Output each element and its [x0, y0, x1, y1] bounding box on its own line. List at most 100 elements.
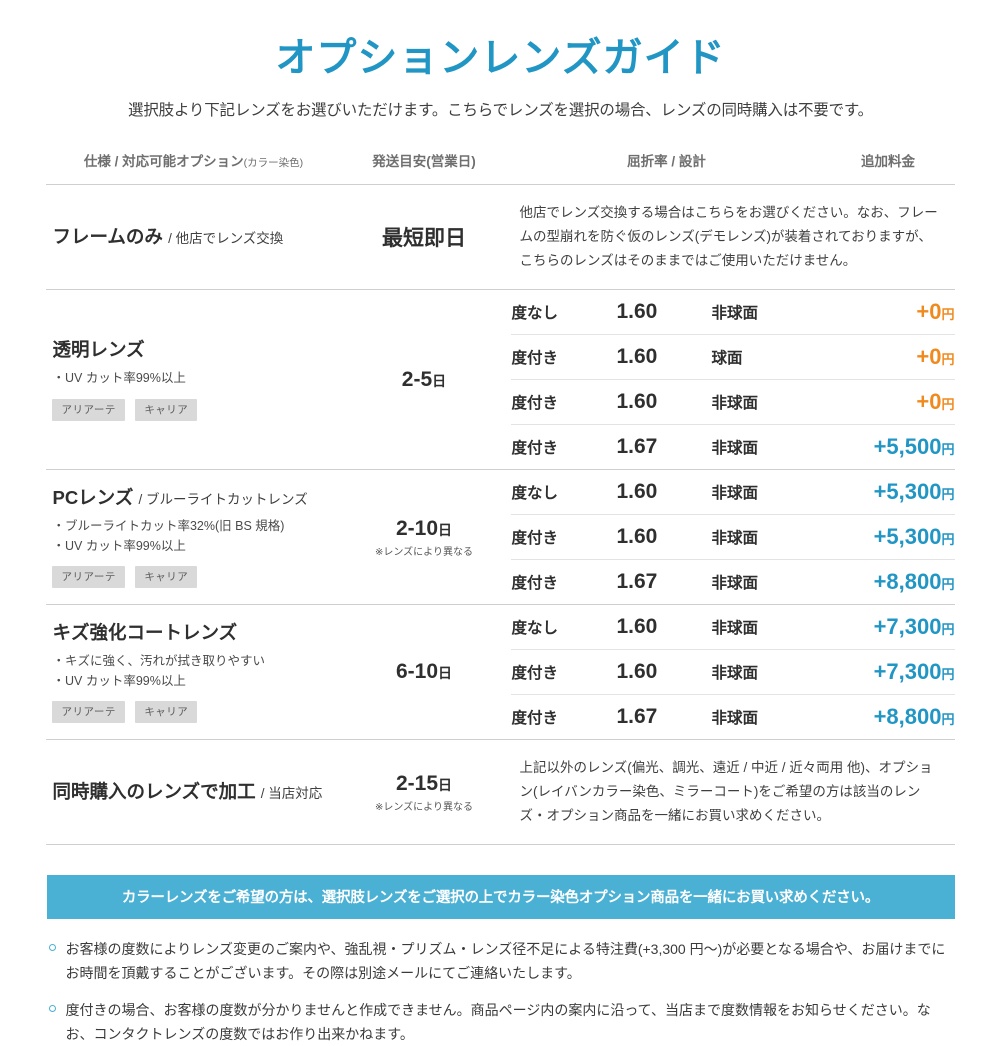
- option-design: 非球面: [711, 559, 822, 605]
- option-price: +5,300円: [821, 514, 955, 560]
- note-text: お客様の度数によりレンズ変更のご案内や、強乱視・プリズム・レンズ径不足による特注…: [65, 941, 946, 982]
- option-design: 非球面: [711, 694, 822, 740]
- option-index: 1.60: [616, 615, 658, 639]
- option-design: 非球面: [711, 305, 758, 323]
- option-degree: 度付き: [511, 559, 617, 605]
- tag-carrier: キャリア: [135, 398, 198, 421]
- shipping-value: 6-10: [395, 660, 438, 684]
- shipping-estimate: 2-15日 ※レンズにより異なる: [336, 740, 511, 845]
- feature-item: ・ブルーライトカット率32%(旧 BS 規格): [52, 519, 285, 534]
- table-row: フレームのみ / 他店でレンズ交換 最短即日 他店でレンズ交換する場合はこちらを…: [46, 184, 955, 290]
- option-price-unit: 円: [941, 622, 955, 638]
- feature-item: ・UV カット率99%以上: [52, 371, 186, 386]
- lens-name-main: キズ強化コートレンズ: [52, 622, 238, 644]
- column-header-spec: 仕様 / 対応可能オプション(カラー染色): [46, 146, 336, 185]
- lens-features: ・キズに強く、汚れが拭き取りやすい ・UV カット率99%以上: [52, 652, 336, 691]
- feature-item: ・キズに強く、汚れが拭き取りやすい: [52, 654, 265, 669]
- option-row: 度付き 1.60 非球面 +7,300円: [511, 649, 955, 695]
- shipping-estimate: 6-10日: [336, 605, 511, 740]
- option-price-unit: 円: [941, 442, 955, 458]
- option-row: 度なし 1.60 非球面 +0円: [511, 290, 954, 335]
- option-index: 1.67: [616, 559, 712, 605]
- lens-name-main: PCレンズ: [52, 487, 134, 509]
- table-column-headers: 仕様 / 対応可能オプション(カラー染色) 発送目安(営業日) 屈折率 / 設計…: [46, 146, 954, 185]
- row-name-cell: フレームのみ / 他店でレンズ交換: [46, 185, 336, 290]
- lens-name-main: 透明レンズ: [52, 339, 145, 361]
- option-price-value: +5,500: [873, 434, 942, 460]
- option-degree: 度なし: [511, 305, 558, 323]
- shipping-note: ※レンズにより異なる: [374, 801, 473, 813]
- shipping-value: 最短即日: [381, 227, 466, 251]
- option-row: 度付き 1.67 非球面 +8,800円: [511, 559, 955, 605]
- option-row: 度なし 1.60 非球面 +7,300円: [511, 605, 954, 650]
- lens-options-table: 仕様 / 対応可能オプション(カラー染色) 発送目安(営業日) 屈折率 / 設計…: [46, 146, 955, 846]
- tag-ariate: アリアーテ: [52, 565, 125, 588]
- lens-name-sub: / ブルーライトカットレンズ: [138, 492, 308, 508]
- page-title: オプションレンズガイド: [275, 36, 726, 80]
- notes-list: お客様の度数によりレンズ変更のご案内や、強乱視・プリズム・レンズ径不足による特注…: [47, 937, 955, 1046]
- column-header-spec-note: (カラー染色): [243, 157, 304, 169]
- shipping-note: ※レンズにより異なる: [374, 546, 473, 558]
- option-price: +7,300円: [821, 605, 955, 650]
- option-list-cell: 度なし 1.60 非球面 +5,300円 度付き 1.60 非球面 +5,300…: [511, 470, 955, 605]
- note-item: お客様の度数によりレンズ変更のご案内や、強乱視・プリズム・レンズ径不足による特注…: [47, 937, 955, 985]
- lens-name: フレームのみ / 他店でレンズ交換: [52, 225, 336, 249]
- option-list: 度なし 1.60 非球面 +0円 度付き 1.60 球面 +0円 度付き 1.6…: [511, 290, 955, 470]
- option-row: 度付き 1.60 非球面 +5,300円: [511, 514, 955, 560]
- option-tags: アリアーテ キャリア: [52, 398, 336, 421]
- option-design: 非球面: [711, 649, 822, 695]
- option-price-unit: 円: [941, 577, 955, 593]
- lens-name-sub: / 当店対応: [260, 786, 323, 802]
- option-index: 1.67: [616, 424, 712, 470]
- feature-item: ・UV カット率99%以上: [52, 538, 186, 553]
- table-row: 同時購入のレンズで加工 / 当店対応 2-15日 ※レンズにより異なる 上記以外…: [46, 739, 955, 845]
- option-price-value: +0: [916, 389, 942, 415]
- option-list: 度なし 1.60 非球面 +7,300円 度付き 1.60 非球面 +7,300…: [511, 605, 955, 740]
- shipping-unit: 日: [438, 665, 452, 682]
- row-name-cell: PCレンズ / ブルーライトカットレンズ ・ブルーライトカット率32%(旧 BS…: [46, 470, 336, 605]
- tag-carrier: キャリア: [135, 700, 198, 723]
- row-description: 他店でレンズ交換する場合はこちらをお選びください。なお、フレームの型崩れを防ぐ仮…: [519, 205, 938, 269]
- option-index: 1.67: [616, 694, 712, 740]
- lens-name-main: フレームのみ: [52, 226, 163, 247]
- option-tags: アリアーテ キャリア: [52, 700, 336, 723]
- option-price-unit: 円: [941, 487, 955, 503]
- option-design: 球面: [711, 334, 822, 380]
- column-header-spec-main: 仕様 / 対応可能オプション: [83, 154, 244, 169]
- shipping-value: 2-5: [401, 367, 433, 391]
- option-design: 非球面: [711, 424, 822, 470]
- option-price-value: +5,300: [873, 479, 942, 505]
- lens-name-main: 同時購入のレンズで加工: [52, 781, 256, 803]
- option-design: 非球面: [711, 485, 758, 503]
- option-row: 度付き 1.67 非球面 +8,800円: [511, 694, 955, 740]
- option-row: 度付き 1.60 非球面 +0円: [511, 379, 955, 425]
- feature-item: ・UV カット率99%以上: [52, 673, 186, 688]
- note-item: 度付きの場合、お客様の度数が分かりませんと作成できません。商品ページ内の案内に沿…: [47, 998, 955, 1046]
- shipping-value: 2-10: [395, 516, 438, 540]
- shipping-value: 2-15: [395, 771, 438, 795]
- option-price-unit: 円: [941, 532, 955, 548]
- lens-name: 透明レンズ: [52, 338, 336, 362]
- lens-name-sub: / 他店でレンズ交換: [168, 231, 284, 246]
- table-row: 透明レンズ ・UV カット率99%以上 アリアーテ キャリア 2-5日 度なし …: [46, 289, 955, 470]
- option-price-value: +0: [916, 344, 942, 370]
- lens-name: PCレンズ / ブルーライトカットレンズ: [52, 486, 336, 510]
- option-price: +7,300円: [821, 649, 955, 695]
- lens-name: キズ強化コートレンズ: [52, 621, 336, 645]
- option-price-unit: 円: [941, 712, 955, 728]
- option-price: +0円: [821, 379, 955, 425]
- shipping-estimate: 最短即日: [336, 185, 511, 290]
- option-degree: 度付き: [511, 424, 617, 470]
- option-degree: 度なし: [511, 620, 558, 638]
- tag-ariate: アリアーテ: [52, 700, 125, 723]
- option-price-unit: 円: [941, 397, 955, 413]
- option-price-value: +7,300: [873, 614, 942, 640]
- lens-name: 同時購入のレンズで加工 / 当店対応: [52, 780, 336, 804]
- column-header-price: 追加料金: [861, 154, 915, 169]
- option-price-value: +5,300: [873, 524, 942, 550]
- option-price: +5,300円: [821, 470, 955, 515]
- option-row: 度なし 1.60 非球面 +5,300円: [511, 470, 954, 515]
- option-price: +0円: [821, 334, 955, 380]
- row-description: 上記以外のレンズ(偏光、調光、遠近 / 中近 / 近々両用 他)、オプション(レ…: [519, 760, 933, 824]
- circle-bullet-icon: [48, 944, 56, 952]
